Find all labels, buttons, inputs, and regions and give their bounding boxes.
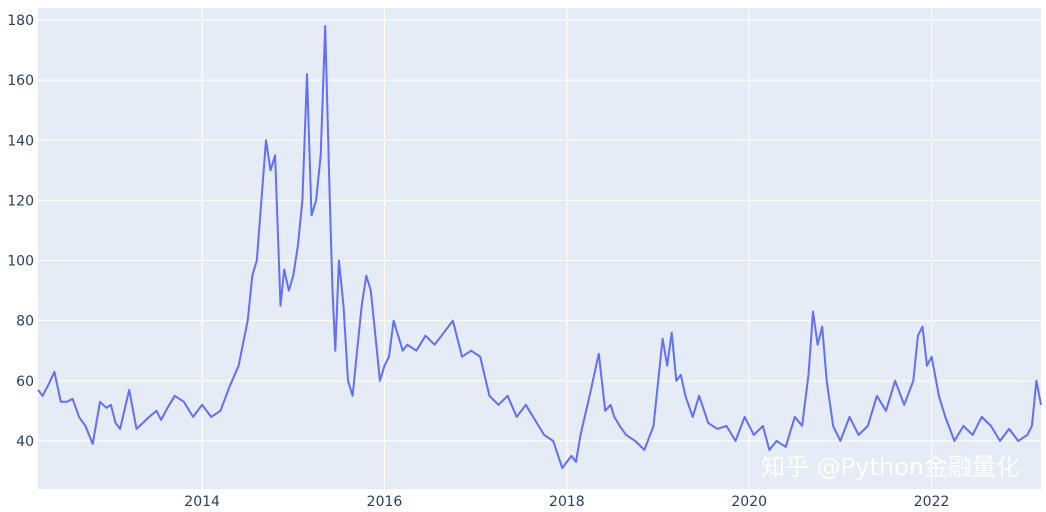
y-axis-ticks: 40 60 80 100 120 140 160 180 <box>7 13 34 450</box>
watermark-text: 知乎 @Python金融量化 <box>761 453 1020 481</box>
y-tick-label: 180 <box>7 13 34 29</box>
grid <box>38 8 1041 489</box>
y-tick-label: 120 <box>7 193 34 209</box>
x-tick-label: 2014 <box>184 494 220 510</box>
x-tick-label: 2018 <box>549 494 585 510</box>
y-tick-label: 140 <box>7 133 34 149</box>
y-tick-label: 40 <box>16 434 34 450</box>
series-layer <box>37 25 1042 469</box>
y-tick-label: 80 <box>16 314 34 330</box>
x-axis-ticks: 2014 2016 2018 2020 2022 <box>184 494 949 510</box>
y-tick-label: 160 <box>7 73 34 89</box>
x-tick-label: 2022 <box>914 494 950 510</box>
y-tick-label: 100 <box>7 254 34 270</box>
series-line <box>37 25 1042 469</box>
x-tick-label: 2016 <box>367 494 403 510</box>
y-tick-label: 60 <box>16 374 34 390</box>
x-tick-label: 2020 <box>731 494 767 510</box>
